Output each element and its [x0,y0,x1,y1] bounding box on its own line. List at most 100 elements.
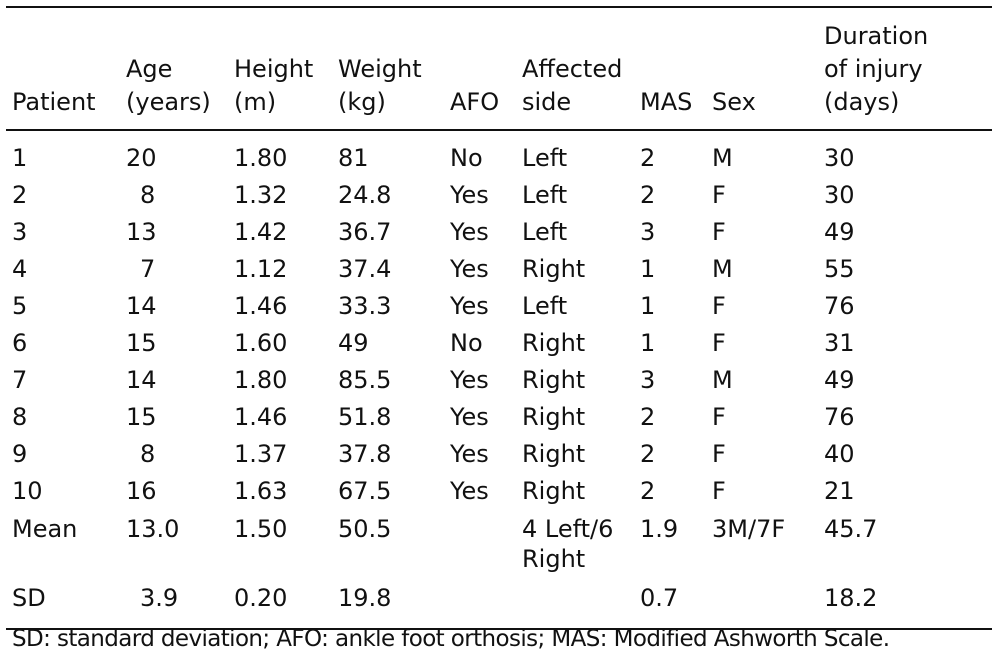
cell-weight: 50.5 [338,515,392,543]
column-header-line: (m) [234,88,277,116]
cell-height: 1.80 [234,366,288,394]
cell-weight: 85.5 [338,366,392,394]
column-header-line: Height [234,55,314,83]
cell-mas: 1 [640,329,656,357]
cell-afo [444,510,516,580]
cell-afo: No [450,329,483,357]
cell-patient: 6 [12,329,28,357]
cell-weight: 33.3 [338,292,392,320]
cell-duration: 45.7 [824,515,878,543]
cell-patient: SD [12,584,46,612]
cell-height: 1.46 [234,292,288,320]
cell-sex: F [712,477,726,505]
cell-patient: 4 [12,255,28,283]
column-header-afo: AFO [444,7,516,131]
cell-duration: 76 [824,403,855,431]
table-row: 2 8 1.32 24.8 Yes Left 2 F 30 [6,177,992,214]
cell-age: 16 [126,477,157,505]
table-row: 3 13 1.42 36.7 Yes Left 3 F 49 [6,214,992,251]
column-header-patient: Patient [6,7,120,131]
cell-afo: Yes [450,292,489,320]
table-row: 9 8 1.37 37.8 Yes Right 2 F 40 [6,436,992,473]
cell-affected-side: Left [522,181,568,209]
cell-afo: Yes [450,477,489,505]
cell-duration: 21 [824,477,855,505]
column-header-weight: Weight (kg) [332,7,444,131]
cell-patient: 10 [12,477,43,505]
table-row: 10 16 1.63 67.5 Yes Right 2 F 21 [6,473,992,510]
column-header-line: Weight [338,55,422,83]
cell-age: 8 [140,440,156,468]
cell-affected-side: Left [522,144,568,172]
cell-height: 1.46 [234,403,288,431]
cell-duration: 49 [824,366,855,394]
cell-age: 13 [126,218,157,246]
cell-duration: 30 [824,144,855,172]
cell-duration: 49 [824,218,855,246]
cell-duration: 76 [824,292,855,320]
cell-affected-side [516,580,634,629]
cell-affected-side: Right [522,255,586,283]
cell-sex: F [712,329,726,357]
cell-affected-side: Left [522,292,568,320]
cell-sex [706,580,818,629]
column-header-line: Duration [824,22,929,50]
cell-affected-side: 4 Left/6 Right [522,515,614,573]
table-row: 4 7 1.12 37.4 Yes Right 1 M 55 [6,251,992,288]
column-header-line: Affected [522,55,623,83]
cell-age: 20 [126,144,157,172]
cell-height: 1.60 [234,329,288,357]
patient-characteristics-table: Patient Age (years) Height (m) Weight (kg) AFO A… [6,6,992,630]
cell-afo: Yes [450,403,489,431]
cell-affected-side: Right [522,403,586,431]
column-header-sex: Sex [706,7,818,131]
column-header-line: side [522,88,572,116]
cell-duration: 40 [824,440,855,468]
column-header-height: Height (m) [228,7,332,131]
cell-age: 3.9 [140,584,179,612]
cell-sex: F [712,292,726,320]
cell-affected-side: Right [522,329,586,357]
cell-height: 0.20 [234,584,288,612]
cell-weight: 24.8 [338,181,392,209]
cell-afo: Yes [450,181,489,209]
table-row: 6 15 1.60 49 No Right 1 F 31 [6,325,992,362]
cell-weight: 67.5 [338,477,392,505]
cell-afo: Yes [450,255,489,283]
column-header-age: Age (years) [120,7,228,131]
cell-weight: 51.8 [338,403,392,431]
cell-age: 14 [126,292,157,320]
cell-mas: 1.9 [640,515,679,543]
cell-mas: 3 [640,218,656,246]
cell-duration: 31 [824,329,855,357]
column-header-affected-side: Affected side [516,7,634,131]
cell-mas: 2 [640,181,656,209]
column-header-line: AFO [450,88,500,116]
cell-patient: 1 [12,144,28,172]
cell-sex: F [712,218,726,246]
cell-height: 1.32 [234,181,288,209]
column-header-mas: MAS [634,7,706,131]
cell-age: 15 [126,403,157,431]
cell-duration: 55 [824,255,855,283]
cell-height: 1.50 [234,515,288,543]
cell-duration: 30 [824,181,855,209]
cell-mas: 2 [640,477,656,505]
cell-sex: F [712,440,726,468]
cell-mas: 1 [640,292,656,320]
table-header: Patient Age (years) Height (m) Weight (kg) AFO A… [6,7,992,131]
cell-mas: 1 [640,255,656,283]
table-row: 5 14 1.46 33.3 Yes Left 1 F 76 [6,288,992,325]
cell-patient: 9 [12,440,28,468]
cell-sex: 3M/7F [712,515,786,543]
cell-duration: 18.2 [824,584,878,612]
cell-patient: 2 [12,181,28,209]
cell-afo: Yes [450,366,489,394]
column-header-line: (days) [824,88,900,116]
cell-mas: 3 [640,366,656,394]
cell-weight: 81 [338,144,369,172]
cell-height: 1.42 [234,218,288,246]
column-header-line: (years) [126,88,211,116]
cell-afo: No [450,144,483,172]
